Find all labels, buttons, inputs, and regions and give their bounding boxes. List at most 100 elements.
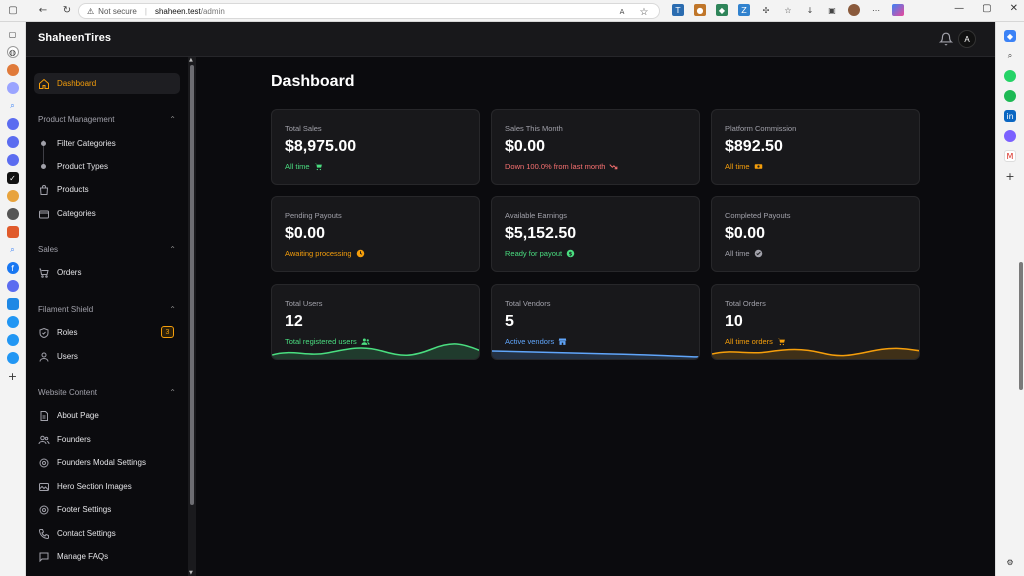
site-icon[interactable] bbox=[6, 298, 19, 310]
extensions-puzzle-icon[interactable]: ✣ bbox=[762, 5, 770, 15]
sidebar-item-contact-settings[interactable]: Contact Settings bbox=[34, 523, 180, 544]
sidebar-item-hero-section-images[interactable]: Hero Section Images bbox=[34, 476, 180, 497]
stat-value: $0.00 bbox=[285, 225, 326, 242]
screenshot-icon[interactable]: ▣ bbox=[828, 5, 836, 15]
tab-actions-icon[interactable]: ▢ bbox=[8, 5, 18, 16]
site-icon[interactable] bbox=[6, 118, 19, 130]
extension-icon[interactable]: ● bbox=[694, 4, 706, 16]
site-icon[interactable] bbox=[6, 154, 19, 166]
stat-description: Total registered users bbox=[285, 337, 357, 346]
scroll-up-icon[interactable]: ▲ bbox=[189, 57, 193, 63]
stat-card-platform-commission: Platform Commission $892.50 All time bbox=[711, 109, 920, 185]
maximize-icon[interactable]: ▢ bbox=[982, 3, 992, 14]
site-icon[interactable] bbox=[6, 226, 19, 238]
site-icon[interactable] bbox=[6, 190, 19, 202]
stat-label: Total Users bbox=[285, 299, 323, 308]
group-filament-shield[interactable]: Filament Shield ⌃ bbox=[38, 305, 176, 314]
cart-icon bbox=[778, 338, 785, 346]
sidebar-item-label: Dashboard bbox=[57, 79, 97, 88]
read-aloud-icon[interactable]: A bbox=[619, 8, 625, 16]
site-icon[interactable]: ✓ bbox=[6, 172, 19, 184]
search-icon[interactable]: ⌕ bbox=[10, 245, 15, 254]
github-icon[interactable] bbox=[6, 208, 19, 220]
downloads-icon[interactable]: ↓ bbox=[806, 5, 814, 15]
notifications-bell-icon[interactable] bbox=[939, 32, 953, 46]
sidebar-item-manage-faqs[interactable]: Manage FAQs bbox=[34, 546, 180, 567]
sidebar-item-orders[interactable]: Orders bbox=[34, 262, 180, 283]
address-bar[interactable]: ⚠ Not secure | shaheen.test/admin A ☆ bbox=[78, 3, 660, 19]
sidebar-item-roles[interactable]: Roles 3 bbox=[34, 322, 180, 343]
cog-icon bbox=[39, 505, 49, 514]
stat-card-total-vendors: Total Vendors 5 Active vendors bbox=[491, 284, 700, 360]
search-icon[interactable]: ⌕ bbox=[1007, 51, 1013, 60]
sidebar-item-users[interactable]: Users bbox=[34, 346, 180, 367]
group-sales[interactable]: Sales ⌃ bbox=[38, 245, 176, 254]
add-icon[interactable]: + bbox=[1005, 169, 1015, 183]
site-icon[interactable] bbox=[6, 352, 19, 364]
page-scrollbar[interactable] bbox=[1019, 262, 1023, 390]
extension-icon[interactable]: T bbox=[672, 4, 684, 16]
page-title: Dashboard bbox=[271, 73, 355, 90]
facebook-icon[interactable]: f bbox=[6, 262, 19, 274]
globe-icon[interactable]: ◍ bbox=[6, 46, 19, 58]
trending-down-icon bbox=[609, 164, 618, 170]
tag-icon[interactable]: ◆ bbox=[1004, 30, 1016, 42]
group-product-management[interactable]: Product Management ⌃ bbox=[38, 115, 176, 124]
orders-sparkline bbox=[712, 347, 919, 359]
whatsapp-icon[interactable] bbox=[1004, 70, 1016, 82]
more-menu-icon[interactable]: ⋯ bbox=[872, 5, 880, 15]
tab-icon[interactable]: ▢ bbox=[8, 29, 17, 39]
sidebar-item-footer-settings[interactable]: Footer Settings bbox=[34, 499, 180, 520]
site-icon[interactable] bbox=[6, 82, 19, 94]
group-website-content[interactable]: Website Content ⌃ bbox=[38, 388, 176, 397]
stat-label: Platform Commission bbox=[725, 124, 797, 133]
app-topbar: ShaheenTires A bbox=[26, 22, 995, 57]
sidebar-scrollbar[interactable]: ▲ ▼ bbox=[188, 57, 196, 576]
minimize-icon[interactable]: — bbox=[954, 3, 965, 14]
user-avatar[interactable]: A bbox=[958, 30, 976, 48]
extension-icon[interactable]: Z bbox=[738, 4, 750, 16]
sidebar-item-about-page[interactable]: About Page bbox=[34, 405, 180, 426]
site-icon[interactable] bbox=[6, 136, 19, 148]
users-sparkline bbox=[272, 343, 479, 359]
sidebar-item-founders[interactable]: Founders bbox=[34, 429, 180, 450]
linkedin-icon[interactable]: in bbox=[1004, 110, 1016, 122]
messenger-icon[interactable] bbox=[1004, 130, 1016, 142]
sidebar-item-filter-categories[interactable]: Filter Categories bbox=[57, 139, 116, 148]
settings-gear-icon[interactable]: ⚙ bbox=[1006, 557, 1014, 567]
search-icon[interactable]: ⌕ bbox=[10, 101, 15, 110]
sidebar-item-founders-modal-settings[interactable]: Founders Modal Settings bbox=[34, 452, 180, 473]
sidebar-item-product-types[interactable]: Product Types bbox=[57, 162, 108, 171]
extension-icon[interactable]: ◆ bbox=[716, 4, 728, 16]
back-icon[interactable]: ← bbox=[38, 5, 48, 16]
site-icon[interactable] bbox=[6, 334, 19, 346]
sidebar-item-products[interactable]: Products bbox=[34, 179, 180, 200]
close-icon[interactable]: ✕ bbox=[1009, 3, 1018, 14]
sidebar-item-categories[interactable]: Categories bbox=[34, 203, 180, 224]
phone-icon bbox=[38, 528, 49, 539]
stat-label: Available Earnings bbox=[505, 211, 567, 220]
stat-value: 10 bbox=[725, 313, 743, 330]
stat-label: Sales This Month bbox=[505, 124, 563, 133]
copilot-icon[interactable] bbox=[892, 4, 904, 16]
site-icon[interactable] bbox=[6, 280, 19, 292]
favorites-icon[interactable]: ☆ bbox=[784, 5, 792, 15]
gmail-icon[interactable]: M bbox=[1004, 150, 1016, 162]
site-icon[interactable] bbox=[6, 64, 19, 76]
stat-description: All time bbox=[725, 162, 750, 171]
refresh-icon[interactable]: ↻ bbox=[62, 5, 72, 16]
spotify-icon[interactable] bbox=[1004, 90, 1016, 102]
stat-description: All time bbox=[285, 162, 310, 171]
roles-count-badge: 3 bbox=[161, 326, 174, 338]
stat-value: $892.50 bbox=[725, 138, 783, 155]
profile-avatar[interactable] bbox=[848, 4, 860, 16]
site-icon[interactable] bbox=[6, 316, 19, 328]
scroll-down-icon[interactable]: ▼ bbox=[189, 570, 193, 576]
sidebar-item-dashboard[interactable]: Dashboard bbox=[34, 73, 180, 94]
add-icon[interactable]: + bbox=[7, 369, 18, 383]
image-icon bbox=[39, 482, 49, 491]
stat-label: Completed Payouts bbox=[725, 211, 791, 220]
brand-logo[interactable]: ShaheenTires bbox=[38, 32, 112, 44]
stat-card-available-earnings: Available Earnings $5,152.50 Ready for p… bbox=[491, 196, 700, 272]
favorite-star-icon[interactable]: ☆ bbox=[639, 6, 649, 18]
